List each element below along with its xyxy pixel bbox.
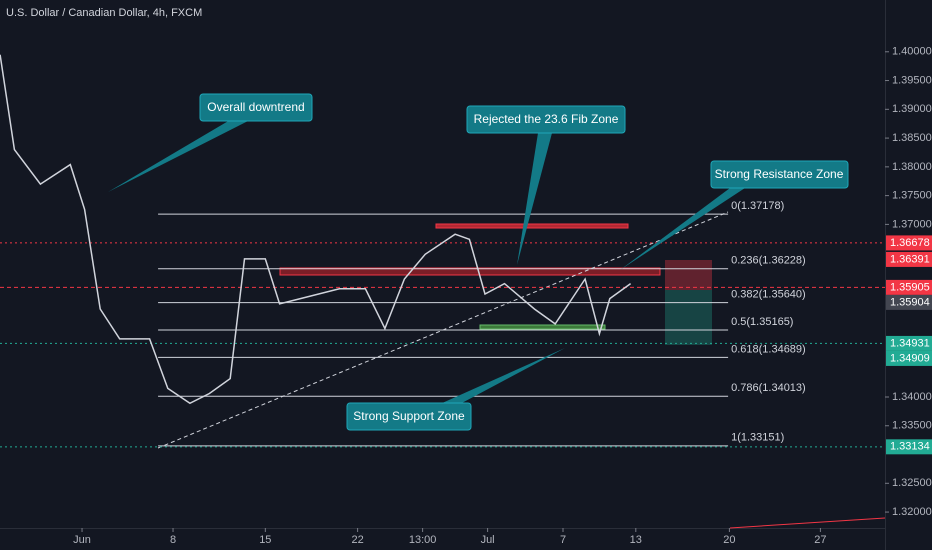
price-tag-label: 1.35905 bbox=[890, 281, 930, 293]
price-tag-label: 1.36391 bbox=[890, 253, 930, 265]
x-tick-label: 13:00 bbox=[409, 534, 437, 546]
price-tag bbox=[886, 235, 932, 251]
price-line-series bbox=[0, 54, 632, 405]
target-zone bbox=[665, 290, 712, 345]
price-tag-label: 1.36678 bbox=[890, 237, 930, 249]
price-tag bbox=[886, 439, 932, 455]
y-tick-label: 1.37500 bbox=[892, 190, 932, 202]
price-tag-label: 1.35904 bbox=[890, 296, 930, 308]
price-tag-label: 1.33134 bbox=[890, 441, 930, 453]
price-tag bbox=[886, 294, 932, 310]
callout-pointer bbox=[620, 188, 745, 270]
x-tick-label: 15 bbox=[259, 534, 271, 546]
stop-zone bbox=[665, 260, 712, 290]
callout-text: Rejected the 23.6 Fib Zone bbox=[474, 112, 619, 126]
price-tag bbox=[886, 335, 932, 351]
price-tag bbox=[886, 279, 932, 295]
price-tag-label: 1.34931 bbox=[890, 337, 930, 349]
x-tick-label: 22 bbox=[351, 534, 363, 546]
x-tick-label: Jun bbox=[73, 534, 91, 546]
y-tick-label: 1.39500 bbox=[892, 74, 932, 86]
callout-text: Overall downtrend bbox=[207, 100, 304, 114]
y-tick-label: 1.38000 bbox=[892, 161, 932, 173]
y-tick-label: 1.40000 bbox=[892, 46, 932, 58]
callout bbox=[466, 105, 626, 134]
fib-label: 0.236(1.36228) bbox=[731, 255, 806, 267]
y-tick-label: 1.37000 bbox=[892, 218, 932, 230]
plot-layer bbox=[0, 211, 886, 529]
y-tick-label: 1.39000 bbox=[892, 103, 932, 115]
y-tick-label: 1.33500 bbox=[892, 420, 932, 432]
callout-pointer bbox=[517, 133, 552, 265]
fib-label: 0.618(1.34689) bbox=[731, 343, 806, 355]
callout-text: Strong Resistance Zone bbox=[715, 167, 844, 181]
callout-text: Strong Support Zone bbox=[353, 409, 465, 423]
y-tick-label: 1.34000 bbox=[892, 391, 932, 403]
callouts: Overall downtrend Rejected the 23.6 Fib … bbox=[108, 93, 849, 431]
price-tag-label: 1.34909 bbox=[890, 352, 930, 364]
x-tick-label: 7 bbox=[560, 534, 566, 546]
x-tick-label: 27 bbox=[814, 534, 826, 546]
fib-label: 0.786(1.34013) bbox=[731, 382, 806, 394]
y-tick-label: 1.32000 bbox=[892, 506, 932, 518]
fib-label: 0.5(1.35165) bbox=[731, 316, 793, 328]
support-zone bbox=[479, 324, 606, 330]
price-tag bbox=[886, 350, 932, 366]
callout-pointer bbox=[440, 348, 565, 404]
callout bbox=[346, 402, 472, 431]
callout bbox=[199, 93, 313, 122]
drawing-line bbox=[729, 517, 886, 529]
x-tick-label: 13 bbox=[630, 534, 642, 546]
price-tag bbox=[886, 251, 932, 267]
x-tick-label: 20 bbox=[723, 534, 735, 546]
fib-label: 0.382(1.35640) bbox=[731, 289, 806, 301]
fib-label: 0(1.37178) bbox=[731, 200, 784, 212]
x-tick-label: 8 bbox=[170, 534, 176, 546]
y-tick-label: 1.38500 bbox=[892, 132, 932, 144]
fib-label: 1(1.33151) bbox=[731, 432, 784, 444]
chart-title: U.S. Dollar / Canadian Dollar, 4h, FXCM bbox=[6, 7, 202, 19]
resistance-zone-top bbox=[435, 223, 629, 229]
callout-pointer bbox=[108, 120, 250, 192]
y-tick-label: 1.32500 bbox=[892, 477, 932, 489]
resistance-zone bbox=[279, 267, 661, 276]
x-tick-label: Jul bbox=[481, 534, 495, 546]
callout bbox=[710, 160, 849, 189]
